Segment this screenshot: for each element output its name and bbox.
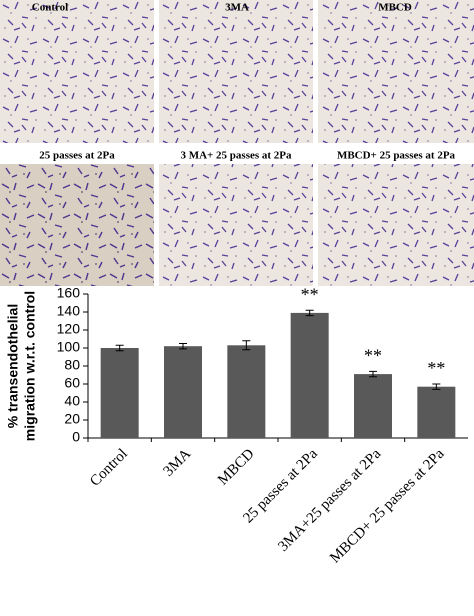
y-tick-label: 80: [64, 357, 80, 373]
error-bar: [115, 344, 124, 352]
panel-label: 3 MA+ 25 passes at 2Pa: [180, 150, 292, 162]
panel-label: Control: [32, 2, 68, 14]
y-tick-label: 100: [57, 339, 81, 355]
error-bar: [179, 343, 187, 350]
significance-label: **: [427, 358, 445, 378]
micrograph: [0, 0, 154, 143]
y-tick-label: 60: [64, 375, 80, 391]
micrograph: [318, 164, 474, 286]
error-bar: [242, 340, 251, 351]
bar: [100, 348, 139, 438]
bar: [164, 346, 202, 438]
y-tick-label: 20: [64, 411, 80, 427]
micrographs: Control 3MA MBCD 25 passes at 2Pa 3 MA+ …: [0, 0, 474, 286]
micrograph: [159, 0, 313, 143]
significance-label: **: [364, 346, 382, 366]
bar: [290, 312, 329, 438]
y-tick-label: 0: [72, 429, 80, 445]
x-tick-label: 3MA+25 passes at 2Pa: [275, 446, 384, 555]
bar-chart: % transendothelial migration w.r.t. cont…: [5, 284, 468, 566]
y-tick-label: 160: [57, 285, 81, 301]
panel-label: MBCD+ 25 passes at 2Pa: [337, 150, 456, 162]
y-axis-label: % transendothelial: [5, 304, 21, 428]
significance-label: **: [301, 284, 319, 304]
x-tick-label: MBCD: [215, 446, 258, 489]
micrograph: [318, 0, 474, 143]
y-tick-label: 40: [64, 393, 80, 409]
y-tick-label: 140: [57, 303, 81, 319]
bar: [227, 345, 266, 438]
bar: [417, 386, 456, 438]
panel-label: 3MA: [225, 2, 249, 14]
y-tick-label: 120: [57, 321, 81, 337]
x-tick-label: MBCD+ 25 passes at 2Pa: [327, 446, 448, 567]
y-axis-label: migration w.r.t. control: [22, 291, 38, 441]
error-bar: [369, 370, 377, 378]
x-tick-label: Control: [87, 446, 131, 490]
bar: [354, 374, 392, 438]
x-tick-label: 3MA: [161, 446, 195, 480]
micrograph: [0, 164, 154, 286]
micrograph: [159, 164, 313, 286]
error-bar: [305, 309, 314, 317]
panel-label: 25 passes at 2Pa: [39, 150, 115, 162]
panel-label: MBCD: [378, 2, 412, 14]
error-bar: [432, 383, 441, 390]
